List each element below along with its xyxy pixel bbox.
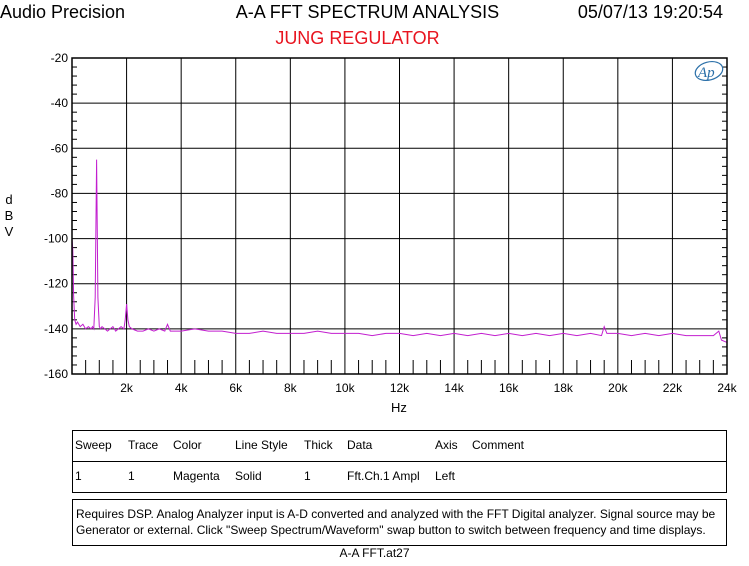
- y-tick-label: -40: [51, 96, 69, 110]
- x-tick-label: 10k: [335, 381, 355, 395]
- legend-cell-data: Fft.Ch.1 Ampl: [347, 469, 420, 483]
- brand-name: Audio Precision: [0, 2, 126, 22]
- legend-cell-color: Magenta: [173, 469, 220, 483]
- spectrum-chart: -20 -40 -60 -80 -100 -120 -140 -160 2k 4k 6k 8k 10k…: [44, 51, 738, 415]
- legend-cell-sweep: 1: [75, 469, 82, 483]
- legend-cell-axis: Left: [435, 469, 456, 483]
- y-tick-label: -20: [51, 51, 69, 65]
- y-axis-label-d: d: [5, 192, 13, 207]
- timestamp: 05/07/13 19:20:54: [577, 2, 723, 22]
- x-tick-label: 16k: [499, 381, 519, 395]
- legend-header-axis: Axis: [435, 438, 458, 452]
- y-tick-label: -120: [44, 277, 68, 291]
- x-tick-label: 4k: [175, 381, 189, 395]
- y-tick-label: -140: [44, 322, 68, 336]
- minor-ticks: [72, 66, 727, 374]
- x-tick-label: 24k: [717, 381, 737, 395]
- chart-title: A-A FFT SPECTRUM ANALYSIS: [235, 2, 500, 22]
- y-axis-label-v: V: [4, 224, 14, 239]
- legend-header-row: Sweep Trace Color Line Style Thick Data …: [73, 431, 726, 462]
- y-tick-label: -160: [44, 367, 68, 381]
- legend-header-trace: Trace: [128, 438, 159, 452]
- x-tick-labels: 2k 4k 6k 8k 10k 12k 14k 16k 18k 20k 22k 24k: [120, 381, 737, 395]
- notes-line-1: Requires DSP. Analog Analyzer input is A…: [76, 507, 716, 521]
- legend-header-line-style: Line Style: [235, 438, 288, 452]
- chart-grid: [72, 57, 728, 375]
- chart-subtitle: JUNG REGULATOR: [275, 28, 440, 48]
- svg-text:Ap: Ap: [697, 65, 715, 81]
- x-tick-label: 2k: [120, 381, 134, 395]
- y-tick-label: -60: [51, 141, 69, 155]
- legend-cell-trace: 1: [128, 469, 135, 483]
- file-name: A-A FFT.at27: [339, 546, 410, 560]
- legend-header-data: Data: [347, 438, 373, 452]
- legend-cell-line-style: Solid: [235, 469, 262, 483]
- y-tick-labels: -20 -40 -60 -80 -100 -120 -140 -160: [44, 51, 68, 381]
- x-axis-label: Hz: [391, 400, 407, 415]
- y-tick-label: -80: [51, 186, 69, 200]
- ap-logo-icon: Ap: [694, 60, 724, 82]
- legend-header-comment: Comment: [472, 438, 525, 452]
- notes-line-2: Generator or external. Click "Sweep Spec…: [76, 523, 706, 537]
- x-tick-label: 18k: [554, 381, 574, 395]
- legend-row: 1 1 Magenta Solid 1 Fft.Ch.1 Ampl Left: [73, 462, 726, 492]
- y-axis-label-b: B: [4, 208, 14, 223]
- x-tick-label: 22k: [663, 381, 683, 395]
- legend-header-color: Color: [173, 438, 202, 452]
- series-line-fft-ch1: [71, 159, 728, 343]
- legend-header-sweep: Sweep: [75, 438, 112, 452]
- x-tick-label: 20k: [608, 381, 628, 395]
- notes-box: Requires DSP. Analog Analyzer input is A…: [72, 499, 727, 546]
- x-tick-label: 12k: [390, 381, 410, 395]
- legend-table: Sweep Trace Color Line Style Thick Data …: [72, 430, 727, 493]
- x-tick-label: 6k: [229, 381, 243, 395]
- plot-frame: [71, 57, 728, 375]
- y-tick-label: -100: [44, 232, 68, 246]
- x-tick-label: 8k: [284, 381, 298, 395]
- x-tick-label: 14k: [444, 381, 464, 395]
- legend-header-thick: Thick: [304, 438, 333, 452]
- legend-cell-thick: 1: [304, 469, 311, 483]
